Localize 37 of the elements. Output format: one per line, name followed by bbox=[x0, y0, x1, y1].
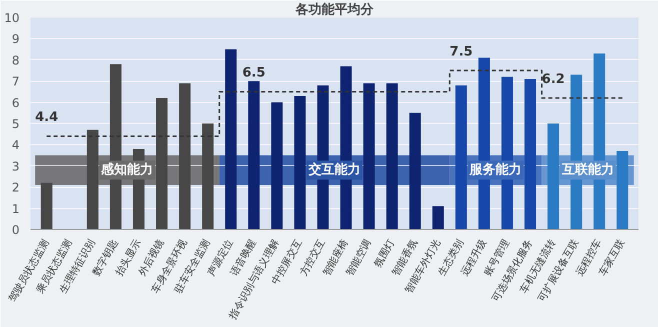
bar bbox=[548, 124, 560, 230]
y-tick-label: 6 bbox=[12, 96, 20, 110]
bar bbox=[616, 151, 628, 230]
bar bbox=[386, 83, 398, 230]
bar bbox=[156, 98, 168, 230]
band-label: 服务能力 bbox=[468, 162, 522, 178]
bar bbox=[248, 81, 260, 230]
bar bbox=[225, 49, 237, 230]
band-label: 交互能力 bbox=[308, 162, 360, 178]
band-label: 互联能力 bbox=[560, 162, 614, 178]
bar bbox=[202, 124, 214, 230]
y-tick-label: 10 bbox=[4, 11, 20, 25]
y-tick-label: 5 bbox=[12, 117, 20, 131]
y-tick-label: 3 bbox=[12, 159, 20, 174]
bar bbox=[409, 112, 421, 230]
bar bbox=[363, 83, 375, 230]
bar bbox=[86, 130, 98, 230]
y-tick-label: 7 bbox=[12, 74, 20, 89]
annotation: 4.4 bbox=[35, 110, 58, 126]
annotation: 7.5 bbox=[450, 44, 473, 60]
bar bbox=[432, 206, 444, 230]
y-tick-label: 1 bbox=[12, 202, 20, 216]
annotation: 6.5 bbox=[242, 66, 266, 81]
annotation: 6.2 bbox=[542, 72, 565, 88]
y-tick-label: 8 bbox=[12, 53, 20, 68]
y-tick-label: 2 bbox=[12, 180, 20, 195]
chart-title: 各功能平均分 bbox=[294, 2, 374, 18]
y-tick-label: 9 bbox=[12, 32, 20, 46]
bar bbox=[271, 102, 283, 230]
bar bbox=[455, 85, 467, 230]
bar bbox=[524, 78, 536, 230]
bar bbox=[179, 83, 191, 230]
bar bbox=[40, 182, 52, 230]
y-tick-label: 4 bbox=[12, 138, 20, 152]
bar bbox=[294, 96, 306, 230]
band-label: 感知能力 bbox=[100, 162, 154, 178]
y-tick-label: 0 bbox=[12, 223, 20, 237]
